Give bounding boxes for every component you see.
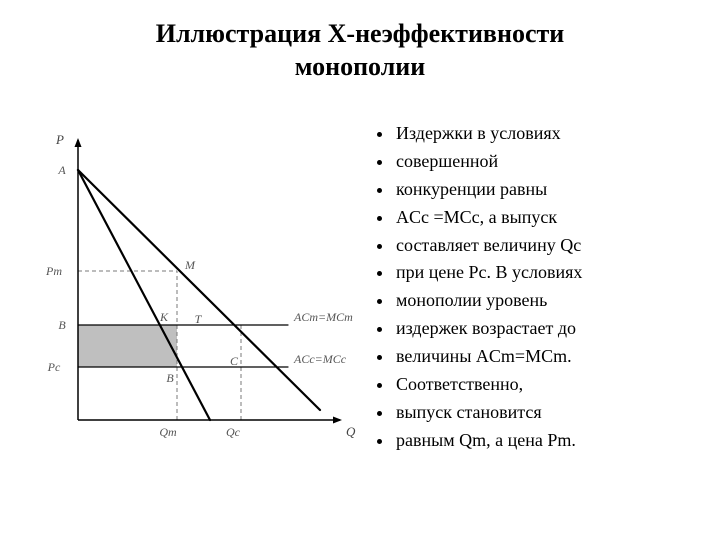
x-axis-label: Q [346, 424, 356, 439]
title-line-2: монополии [295, 52, 426, 81]
bullet-item: равным Qm, а цена Pm. [394, 427, 700, 455]
chart-label: K [159, 310, 169, 324]
bullet-list: Издержки в условияхсовершеннойконкуренци… [370, 120, 700, 455]
chart-label: ACc=MCc [293, 352, 347, 366]
bullet-item: ACc =MCc, а выпуск [394, 204, 700, 232]
y-axis-label: P [55, 132, 64, 147]
bullet-item: величины ACm=MCm. [394, 343, 700, 371]
bullet-item: Соответственно, [394, 371, 700, 399]
chart-label: B [166, 371, 174, 385]
bullet-item: монополии уровень [394, 287, 700, 315]
bullet-item: конкуренции равны [394, 176, 700, 204]
chart-label: B [58, 318, 66, 332]
economics-chart: PQAPmBPcMKTCBACm=MCmACc=MCcQmQc [30, 120, 360, 450]
bullet-item: издержек возрастает до [394, 315, 700, 343]
chart-container: PQAPmBPcMKTCBACm=MCmACc=MCcQmQc [30, 120, 360, 450]
chart-label: Pc [47, 360, 61, 374]
slide-title: Иллюстрация Х-неэффективности монополии [0, 18, 720, 83]
chart-label: Qc [226, 425, 241, 439]
title-line-1: Иллюстрация Х-неэффективности [156, 19, 564, 48]
bullet-item: совершенной [394, 148, 700, 176]
chart-label: C [230, 354, 239, 368]
bullet-item: при цене Pc. В условиях [394, 259, 700, 287]
bullet-item: Издержки в условиях [394, 120, 700, 148]
chart-label: ACm=MCm [293, 310, 353, 324]
bullet-item: составляет величину Qc [394, 232, 700, 260]
bullet-ul: Издержки в условияхсовершеннойконкуренци… [370, 120, 700, 455]
chart-label: Pm [45, 264, 62, 278]
slide: Иллюстрация Х-неэффективности монополии … [0, 0, 720, 540]
chart-label: Qm [159, 425, 177, 439]
chart-label: A [57, 163, 66, 177]
chart-label: M [184, 258, 196, 272]
bullet-item: выпуск становится [394, 399, 700, 427]
